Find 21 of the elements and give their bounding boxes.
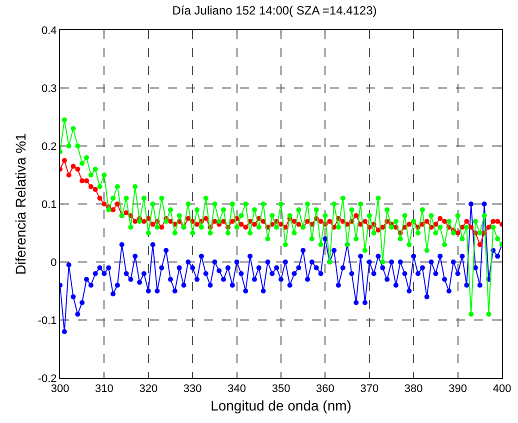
x-tick-label: 380 [404,383,423,396]
y-tick-label: 0.2 [42,140,57,153]
x-tick-label: 370 [360,383,379,396]
x-tick-label: 320 [139,383,158,396]
y-tick-label: -0.1 [38,314,57,327]
x-tick-label: 400 [492,383,512,396]
x-tick-label: 340 [228,383,246,396]
x-tick-label: 360 [316,383,334,396]
x-tick-label: 330 [183,383,202,396]
y-tick-label: 0.1 [42,198,57,211]
chart-title: Día Juliano 152 14:00( SZA =14.4123) [172,4,377,18]
y-axis-title: Diferencia Relativa %1 [12,132,28,275]
x-axis-title: Longitud de onda (nm) [210,398,352,414]
y-tick-label: 0.3 [42,82,57,95]
x-tick-label: 310 [95,383,114,396]
y-tick-label: 0.4 [42,24,57,37]
x-tick-label: 350 [272,383,290,396]
x-tick-label: 300 [50,383,70,396]
y-tick-label: 0 [50,256,57,269]
x-tick-label: 390 [448,383,467,396]
y-tick-label: -0.2 [38,372,57,385]
